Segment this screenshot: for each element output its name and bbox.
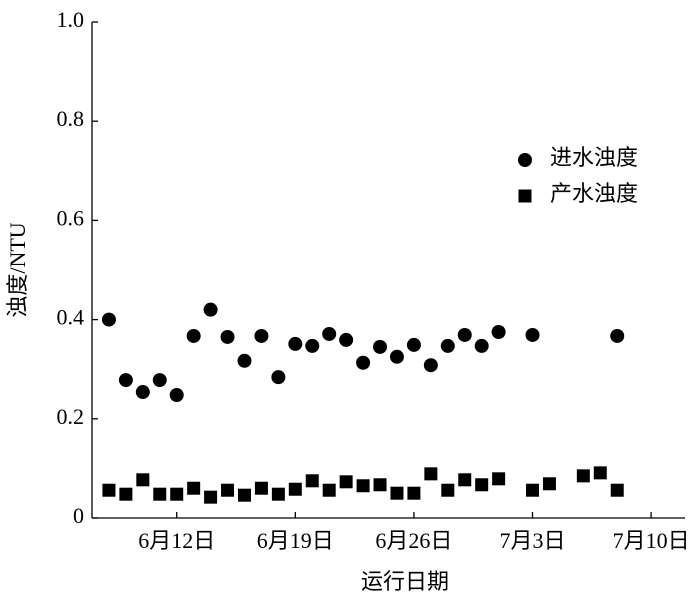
legend-marker — [518, 189, 532, 203]
y-tick-label: 0.8 — [57, 106, 85, 131]
square-marker — [593, 466, 607, 480]
circle-marker — [101, 312, 116, 327]
square-marker — [407, 486, 421, 500]
circle-marker — [220, 329, 235, 344]
circle-marker — [406, 337, 421, 352]
y-tick-label: 0 — [73, 503, 84, 528]
square-marker — [204, 490, 218, 504]
circle-marker — [254, 328, 269, 343]
square-marker — [373, 478, 387, 492]
square-marker — [237, 488, 251, 502]
square-marker — [271, 487, 285, 501]
y-tick-label: 0.4 — [57, 305, 85, 330]
circle-marker — [610, 328, 625, 343]
square-marker — [102, 483, 116, 497]
circle-marker — [339, 332, 354, 347]
x-tick-label: 6月12日 — [138, 528, 215, 553]
x-axis-label: 运行日期 — [361, 569, 449, 594]
circle-marker — [237, 353, 252, 368]
square-marker — [610, 483, 624, 497]
circle-marker — [474, 338, 489, 353]
circle-marker — [152, 373, 167, 388]
legend-label: 产水浊度 — [550, 181, 638, 206]
y-axis-label: 浊度/NTU — [5, 222, 30, 317]
square-marker — [526, 483, 540, 497]
square-marker — [254, 481, 268, 495]
square-marker — [119, 487, 133, 501]
square-marker — [390, 486, 404, 500]
circle-marker — [373, 339, 388, 354]
square-marker — [153, 487, 167, 501]
legend-label: 进水浊度 — [550, 145, 638, 170]
legend-marker — [518, 153, 532, 167]
circle-marker — [423, 358, 438, 373]
circle-marker — [305, 338, 320, 353]
x-tick-label: 6月19日 — [257, 528, 334, 553]
x-tick-label: 6月26日 — [375, 528, 452, 553]
square-marker — [424, 467, 438, 481]
square-marker — [492, 472, 506, 486]
square-marker — [288, 482, 302, 496]
circle-marker — [491, 325, 506, 339]
circle-marker — [440, 338, 455, 353]
x-tick-label: 7月3日 — [500, 528, 566, 553]
y-tick-label: 0.2 — [57, 404, 85, 429]
circle-marker — [271, 370, 286, 385]
circle-marker — [525, 327, 540, 342]
square-marker — [322, 483, 336, 497]
square-marker — [458, 473, 472, 487]
circle-marker — [203, 302, 218, 317]
x-tick-label: 7月10日 — [613, 528, 690, 553]
circle-marker — [169, 387, 184, 402]
square-marker — [576, 469, 590, 483]
square-marker — [305, 474, 319, 488]
circle-marker — [186, 328, 201, 343]
square-marker — [136, 473, 150, 487]
circle-marker — [135, 385, 150, 400]
square-marker — [187, 481, 201, 495]
square-marker — [441, 483, 455, 497]
square-marker — [339, 475, 353, 489]
y-tick-label: 1.0 — [57, 7, 85, 32]
circle-marker — [389, 349, 404, 364]
y-tick-label: 0.6 — [57, 205, 85, 230]
square-marker — [221, 483, 235, 497]
circle-marker — [457, 327, 472, 342]
circle-marker — [356, 355, 371, 370]
square-marker — [170, 487, 184, 501]
square-marker — [542, 477, 556, 491]
square-marker — [356, 479, 370, 493]
circle-marker — [118, 373, 133, 388]
square-marker — [475, 478, 489, 492]
circle-marker — [322, 326, 337, 341]
circle-marker — [288, 336, 303, 351]
